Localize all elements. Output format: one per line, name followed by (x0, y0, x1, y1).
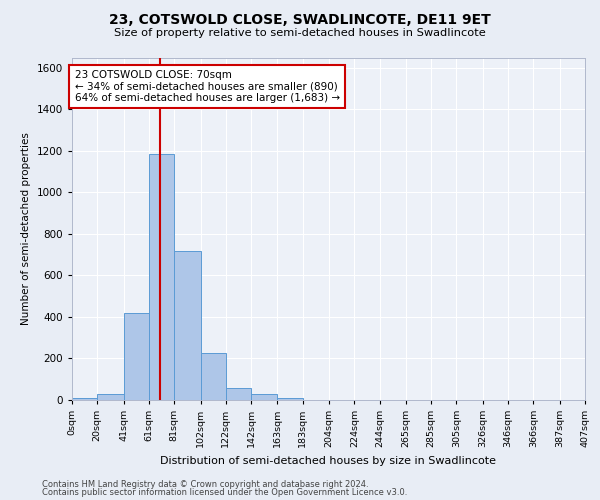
Y-axis label: Number of semi-detached properties: Number of semi-detached properties (21, 132, 31, 325)
Bar (124, 313, 149, 400)
Bar (72, 398, 97, 400)
Bar (200, 354, 226, 400)
Bar (226, 388, 251, 400)
Text: 23 COTSWOLD CLOSE: 70sqm
← 34% of semi-detached houses are smaller (890)
64% of : 23 COTSWOLD CLOSE: 70sqm ← 34% of semi-d… (74, 70, 340, 103)
Bar (174, 250, 200, 400)
Bar (251, 394, 277, 400)
Text: Size of property relative to semi-detached houses in Swadlincote: Size of property relative to semi-detach… (114, 28, 486, 38)
Text: Contains HM Land Registry data © Crown copyright and database right 2024.: Contains HM Land Registry data © Crown c… (42, 480, 368, 489)
Text: Contains public sector information licensed under the Open Government Licence v3: Contains public sector information licen… (42, 488, 407, 497)
X-axis label: Distribution of semi-detached houses by size in Swadlincote: Distribution of semi-detached houses by … (161, 456, 497, 466)
Text: 23, COTSWOLD CLOSE, SWADLINCOTE, DE11 9ET: 23, COTSWOLD CLOSE, SWADLINCOTE, DE11 9E… (109, 12, 491, 26)
Bar (149, 154, 174, 400)
Bar (97, 394, 124, 400)
Bar (277, 398, 302, 400)
